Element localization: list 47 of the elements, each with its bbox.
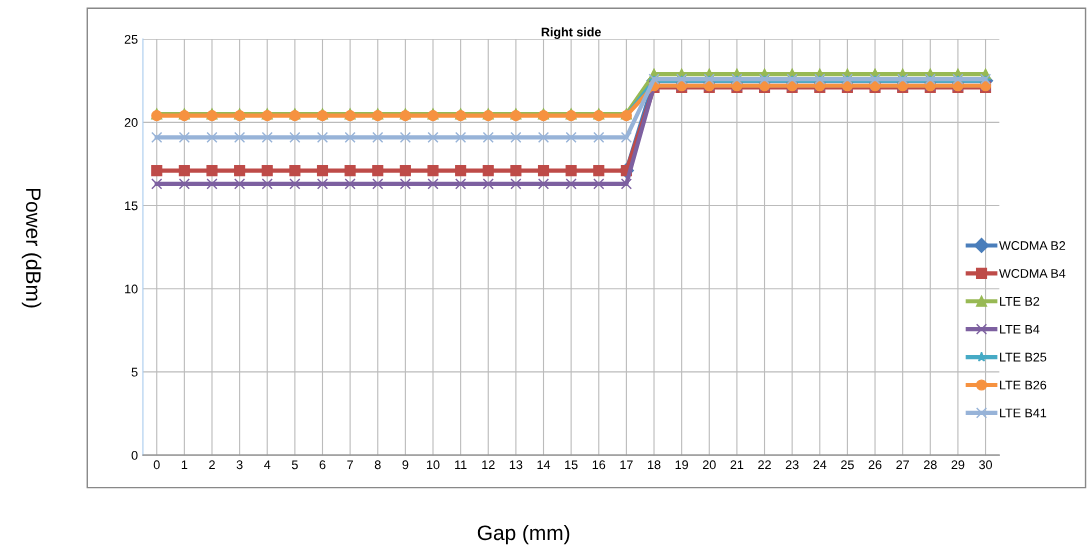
legend-label: LTE B4 <box>1000 324 1040 334</box>
y-tick-label: 25 <box>124 34 138 44</box>
x-tick-label: 3 <box>236 460 243 470</box>
y-axis-title: Power (dBm) <box>21 188 42 308</box>
y-tick-label: 5 <box>131 367 138 377</box>
x-tick-label: 12 <box>482 460 495 470</box>
x-tick-label: 1 <box>181 460 188 470</box>
x-tick-label: 0 <box>153 460 160 470</box>
x-tick-label: 2 <box>209 460 215 470</box>
y-tick-label: 15 <box>125 201 138 211</box>
x-tick-label: 8 <box>374 460 381 470</box>
legend-label: WCDMA B4 <box>999 269 1066 278</box>
x-tick-label: 30 <box>979 460 993 470</box>
x-tick-label: 7 <box>347 460 353 470</box>
x-tick-label: 9 <box>402 460 409 470</box>
x-tick-label: 25 <box>841 460 854 470</box>
y-tick-label: 20 <box>124 118 138 127</box>
x-tick-label: 18 <box>648 460 661 470</box>
x-axis-title: Gap (mm) <box>477 524 570 545</box>
x-tick-label: 27 <box>896 460 909 470</box>
x-tick-label: 29 <box>951 460 965 470</box>
x-tick-label: 16 <box>592 460 606 470</box>
legend-label: LTE B25 <box>1000 352 1047 362</box>
x-tick-label: 23 <box>785 460 799 470</box>
legend-label: LTE B2 <box>1000 296 1040 306</box>
x-tick-label: 10 <box>427 460 440 470</box>
x-tick-label: 20 <box>702 460 716 470</box>
x-tick-label: 15 <box>565 460 578 470</box>
x-tick-label: 21 <box>730 460 744 470</box>
y-tick-label: 10 <box>125 284 138 294</box>
legend-label: WCDMA B2 <box>999 241 1066 250</box>
y-tick-label: 0 <box>131 450 138 460</box>
x-tick-label: 4 <box>264 460 271 470</box>
chart-title: Right side <box>541 27 601 39</box>
legend-label: LTE B41 <box>1000 408 1047 418</box>
legend-label: LTE B26 <box>1000 380 1047 390</box>
x-tick-label: 28 <box>923 460 937 470</box>
x-tick-label: 19 <box>675 460 689 470</box>
x-tick-label: 11 <box>455 460 467 470</box>
x-tick-label: 13 <box>509 460 523 470</box>
x-tick-label: 17 <box>620 460 633 470</box>
x-tick-label: 14 <box>537 460 551 470</box>
x-tick-label: 22 <box>758 460 771 470</box>
x-tick-label: 6 <box>319 460 326 470</box>
x-tick-label: 5 <box>291 460 298 470</box>
x-tick-label: 26 <box>868 460 882 470</box>
x-tick-label: 24 <box>813 460 827 470</box>
